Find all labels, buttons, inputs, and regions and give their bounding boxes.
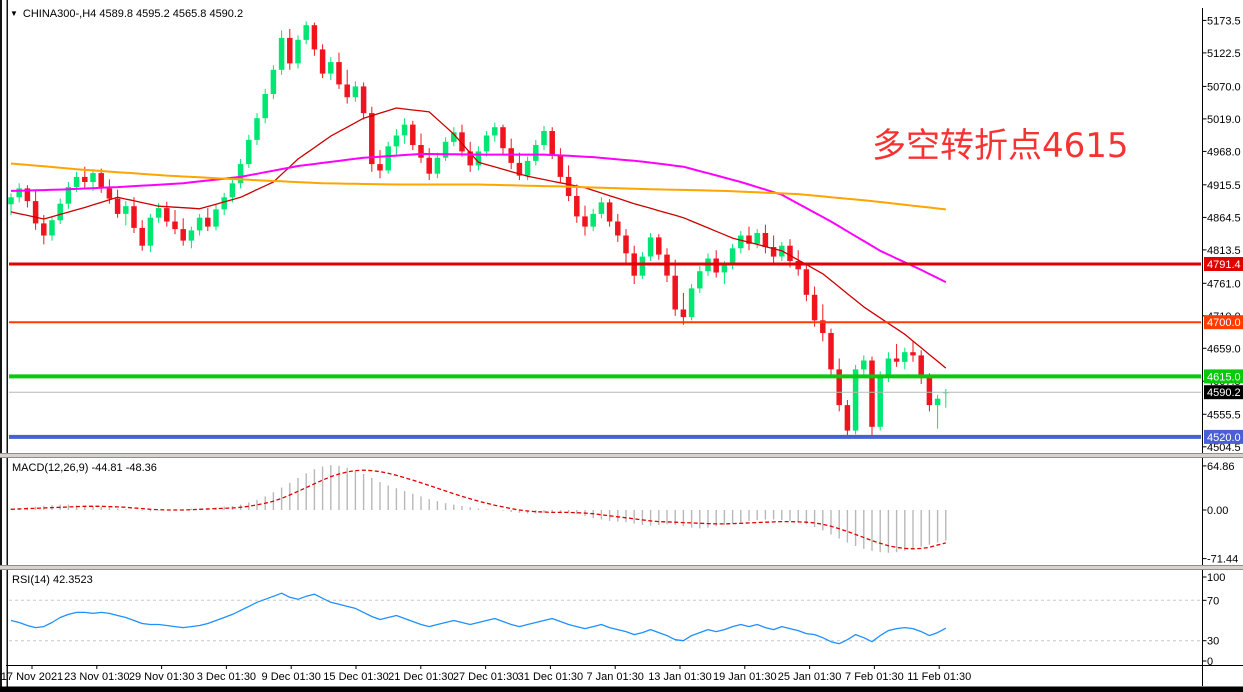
svg-text:13 Jan 01:30: 13 Jan 01:30 — [648, 671, 712, 683]
svg-text:4615.0: 4615.0 — [1207, 371, 1241, 383]
ma-slow-orange — [10, 162, 946, 211]
svg-text:4813.5: 4813.5 — [1207, 245, 1241, 257]
svg-text:5070.0: 5070.0 — [1207, 81, 1241, 93]
quote-ohlc-label: 4589.8 4595.2 4565.8 4590.2 — [99, 8, 244, 20]
macd-plot[interactable] — [9, 459, 1201, 564]
svg-text:4761.0: 4761.0 — [1207, 278, 1241, 290]
symbol-period-label: CHINA300-,H4 — [22, 8, 97, 20]
main-chart-plot[interactable] — [9, 8, 1201, 452]
svg-text:0.00: 0.00 — [1207, 505, 1228, 517]
chart-text-annotation: 多空转折点4615 — [872, 126, 1129, 166]
rsi-plot[interactable] — [9, 570, 1201, 665]
svg-text:15 Dec 01:30: 15 Dec 01:30 — [323, 671, 388, 683]
level-badge-4615.0: 4615.0 — [1204, 369, 1243, 384]
splitter-macd-rsi[interactable] — [0, 565, 1243, 570]
svg-text:-71.44: -71.44 — [1207, 554, 1238, 566]
svg-text:4555.5: 4555.5 — [1207, 409, 1241, 421]
current-price-badge: 4590.2 — [1204, 385, 1243, 400]
svg-text:7 Feb 01:30: 7 Feb 01:30 — [845, 671, 904, 683]
svg-text:11 Feb 01:30: 11 Feb 01:30 — [907, 671, 971, 683]
svg-text:17 Nov 2021: 17 Nov 2021 — [1, 671, 63, 683]
macd-histogram — [10, 465, 947, 553]
svg-text:4659.0: 4659.0 — [1207, 343, 1241, 355]
time-axis[interactable]: 17 Nov 2021 23 Nov 01:30 29 Nov 01:30 3 Dec… — [1, 666, 971, 683]
svg-text:25 Jan 01:30: 25 Jan 01:30 — [778, 671, 842, 683]
svg-text:4791.4: 4791.4 — [1207, 259, 1241, 271]
rsi-line — [10, 592, 947, 645]
ma-mid-magenta — [10, 152, 947, 283]
rsi-indicator-label: RSI(14) 42.3523 — [12, 574, 93, 586]
svg-text:0: 0 — [1207, 656, 1213, 668]
splitter-main-macd[interactable] — [0, 453, 1243, 458]
svg-text:4700.0: 4700.0 — [1207, 317, 1241, 329]
svg-text:4504.5: 4504.5 — [1207, 442, 1241, 454]
svg-text:4968.0: 4968.0 — [1207, 146, 1241, 158]
svg-text:30: 30 — [1207, 636, 1219, 648]
svg-text:4915.5: 4915.5 — [1207, 180, 1241, 192]
ma-fast-red — [10, 107, 947, 369]
chart-left-border — [6, 0, 8, 692]
svg-text:4864.5: 4864.5 — [1207, 212, 1241, 224]
macd-axis[interactable]: 64.86 0.00 -71.44 — [1202, 461, 1239, 566]
svg-text:19 Jan 01:30: 19 Jan 01:30 — [713, 671, 777, 683]
window-left-border — [0, 0, 2, 692]
level-badge-4791.4: 4791.4 — [1204, 257, 1243, 271]
svg-text:70: 70 — [1207, 595, 1219, 607]
chart-dropdown-icon[interactable]: ▼ — [10, 9, 18, 18]
svg-text:100: 100 — [1207, 572, 1225, 584]
rsi-axis[interactable]: 100 70 30 0 — [1202, 572, 1226, 668]
svg-text:9 Dec 01:30: 9 Dec 01:30 — [262, 671, 321, 683]
svg-text:23 Nov 01:30: 23 Nov 01:30 — [64, 671, 129, 683]
window-bottom-border — [0, 686, 1243, 692]
svg-text:5019.0: 5019.0 — [1207, 114, 1241, 126]
svg-text:7 Jan 01:30: 7 Jan 01:30 — [586, 671, 644, 683]
chart-title: ▼ CHINA300-,H4 4589.8 4595.2 4565.8 4590.… — [10, 8, 243, 20]
svg-text:27 Dec 01:30: 27 Dec 01:30 — [453, 671, 518, 683]
candlestick-series — [8, 21, 949, 436]
svg-text:4520.0: 4520.0 — [1207, 432, 1241, 444]
svg-text:29 Nov 01:30: 29 Nov 01:30 — [129, 671, 194, 683]
level-badge-4520.0: 4520.0 — [1204, 429, 1243, 444]
svg-text:4590.2: 4590.2 — [1207, 387, 1241, 399]
macd-indicator-label: MACD(12,26,9) -44.81 -48.36 — [12, 462, 157, 474]
svg-text:64.86: 64.86 — [1207, 461, 1235, 473]
svg-text:5173.5: 5173.5 — [1207, 15, 1241, 27]
svg-text:5122.5: 5122.5 — [1207, 48, 1241, 60]
svg-text:3 Dec 01:30: 3 Dec 01:30 — [197, 671, 256, 683]
svg-text:31 Dec 01:30: 31 Dec 01:30 — [518, 671, 583, 683]
svg-text:21 Dec 01:30: 21 Dec 01:30 — [388, 671, 453, 683]
level-badge-4700.0: 4700.0 — [1204, 315, 1243, 330]
